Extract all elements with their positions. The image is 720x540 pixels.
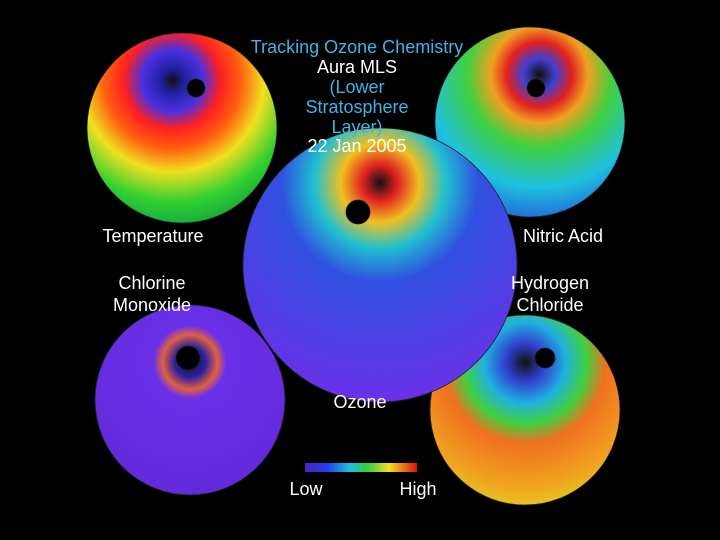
panel-label: Temperature — [102, 226, 203, 246]
globes — [86, 26, 626, 506]
ozone-globe — [242, 127, 518, 403]
panel-label: Hydrogen — [511, 273, 589, 293]
title: Tracking Ozone Chemistry — [251, 37, 463, 57]
pole — [186, 78, 206, 98]
panel-label: Chlorine — [118, 273, 185, 293]
pole — [345, 199, 371, 225]
color-scale — [305, 463, 417, 472]
subtitle: Stratosphere — [305, 97, 408, 117]
subtitle: (Lower — [329, 77, 384, 97]
legend-high: High — [399, 479, 436, 499]
temperature-globe — [86, 32, 278, 224]
nitric-acid-globe — [434, 26, 626, 218]
pole — [534, 347, 556, 369]
pole — [526, 78, 546, 98]
panel-label: Ozone — [333, 392, 386, 412]
hydrogen-chloride-globe — [429, 314, 621, 506]
subtitle: Layer) — [331, 117, 382, 137]
legend-low: Low — [289, 479, 323, 499]
panel-label: Nitric Acid — [523, 226, 603, 246]
panel-label: Chloride — [516, 295, 583, 315]
chlorine-monoxide-globe — [94, 304, 286, 496]
subtitle: Aura MLS — [317, 57, 397, 77]
panel-label: Monoxide — [113, 295, 191, 315]
pole — [175, 345, 201, 371]
date: 22 Jan 2005 — [307, 136, 406, 156]
